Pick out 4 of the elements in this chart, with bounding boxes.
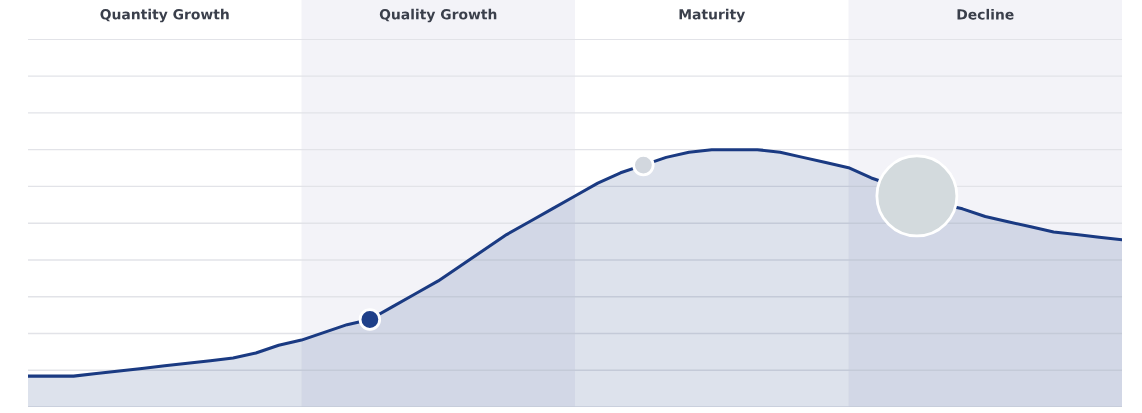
x-tick-label: Quantity Growth: [100, 8, 229, 23]
x-tick-label: Quality Growth: [379, 8, 497, 23]
x-tick-label: Decline: [957, 8, 1014, 20]
x-tick-label: Maturity: [679, 8, 746, 23]
